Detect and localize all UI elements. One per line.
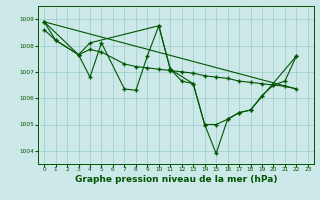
X-axis label: Graphe pression niveau de la mer (hPa): Graphe pression niveau de la mer (hPa) (75, 175, 277, 184)
